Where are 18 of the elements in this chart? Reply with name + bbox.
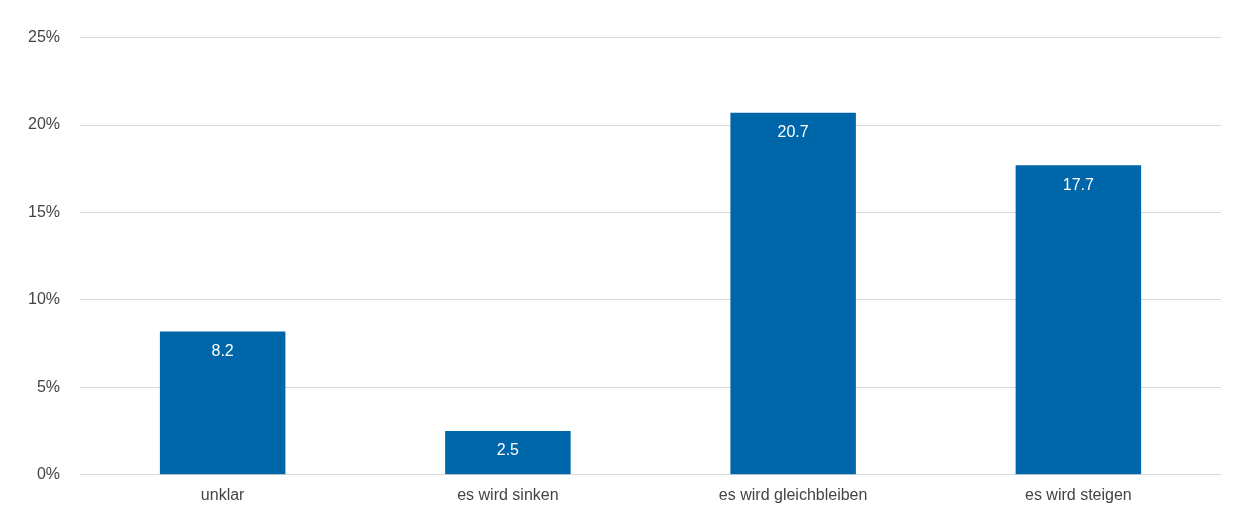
bar: [1015, 165, 1142, 475]
x-tick-label: es wird sinken: [457, 485, 559, 503]
data-label: 17.7: [1062, 175, 1095, 193]
data-label: 8.2: [211, 341, 234, 359]
x-tick-label: es wird gleichbleiben: [718, 485, 868, 503]
y-tick-label: 25%: [27, 28, 61, 46]
bar: [730, 112, 856, 475]
x-tick-label: es wird steigen: [1025, 485, 1132, 503]
y-tick-label: 20%: [27, 115, 61, 133]
data-label: 20.7: [777, 123, 809, 141]
x-tick-label: unklar: [200, 485, 246, 503]
y-tick-label: 15%: [27, 202, 61, 220]
y-tick-label: 5%: [36, 377, 61, 395]
bar: [159, 331, 286, 475]
y-tick-label: 0%: [36, 465, 61, 483]
data-label: 2.5: [496, 441, 520, 459]
bar: [445, 431, 571, 475]
y-tick-label: 10%: [27, 290, 61, 308]
